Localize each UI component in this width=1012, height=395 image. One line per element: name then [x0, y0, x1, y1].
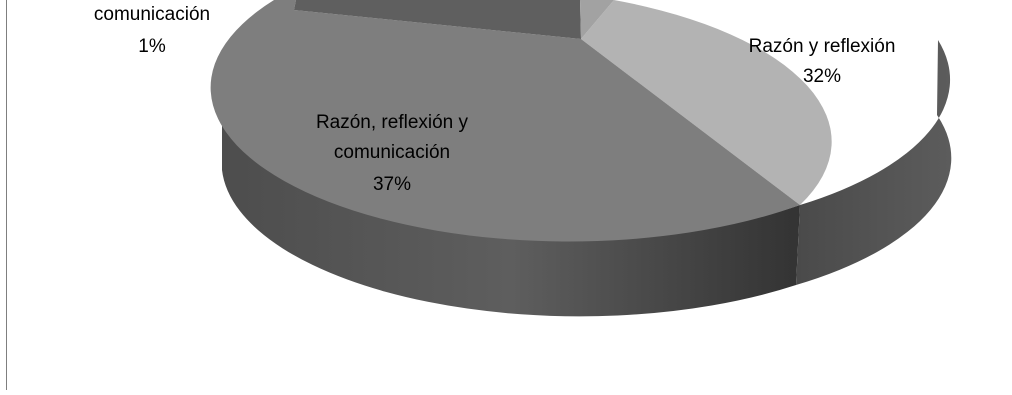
label-razon-reflexion-comunicacion-line1: Razón, reflexión y — [316, 112, 469, 133]
pie-slice-razon-reflexion-y-comunicacion — [210, 0, 800, 242]
pie-slice-unlabeled — [580, 0, 614, 39]
label-comunicacion-percent: 1% — [138, 36, 166, 57]
label-razon-reflexion-comunicacion-line2: comunicación — [334, 142, 450, 163]
pie-side-wall-right — [796, 40, 952, 285]
label-razon-y-reflexion-percent: 32% — [803, 66, 841, 87]
pie-side-wall — [222, 95, 800, 317]
label-razon-reflexion-comunicacion-percent: 37% — [373, 174, 411, 195]
left-border-line — [6, 0, 7, 390]
pie-slice-comunicacion — [294, 0, 581, 39]
label-razon-y-reflexion: Razón y reflexión — [749, 36, 896, 57]
pie-slice-razon-y-reflexion — [581, 0, 832, 205]
label-comunicacion: comunicación — [94, 4, 210, 25]
